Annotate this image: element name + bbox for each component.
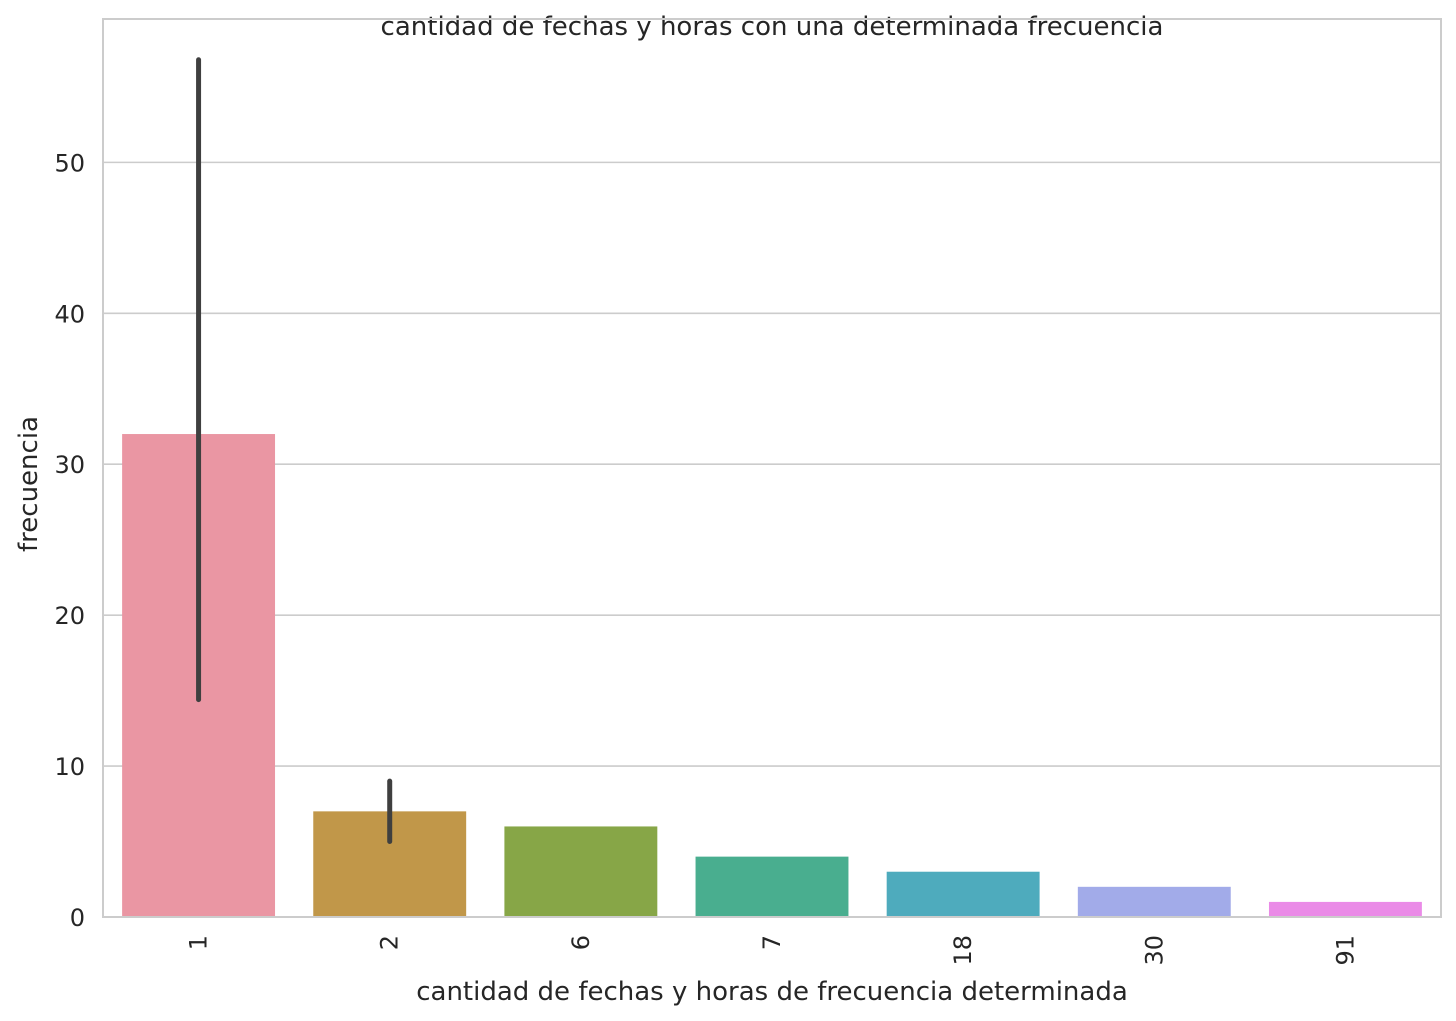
x-axis-label: cantidad de fechas y horas de frecuencia… [416, 977, 1128, 1007]
y-axis-label: frecuencia [14, 416, 44, 552]
bar-30 [1077, 886, 1231, 917]
bar-6 [504, 826, 658, 917]
plot-frame [102, 18, 1442, 918]
y-tick-label-10: 10 [54, 753, 85, 781]
grid-lines [103, 161, 1441, 767]
x-tick-label-2: 2 [376, 935, 404, 950]
y-tick-label-40: 40 [54, 300, 85, 328]
y-tick-label-30: 30 [54, 451, 85, 479]
error-bars [196, 57, 393, 845]
bar-7 [695, 856, 849, 917]
x-tick-label-18: 18 [949, 935, 977, 966]
y-tick-label-50: 50 [54, 149, 85, 177]
x-tick-label-30: 30 [1140, 935, 1168, 966]
x-tick-label-1: 1 [185, 935, 213, 950]
x-tick-label-6: 6 [567, 935, 595, 950]
bar-91 [1268, 901, 1422, 917]
y-axis-ticks: 0 10 20 30 40 50 [54, 149, 85, 932]
chart-title: cantidad de fechas y horas con una deter… [381, 12, 1164, 42]
bar-18 [886, 871, 1040, 917]
x-axis-ticks: 1 2 6 7 18 30 91 [185, 935, 1360, 966]
y-tick-label-20: 20 [54, 602, 85, 630]
bars [122, 434, 1422, 917]
y-tick-label-0: 0 [70, 904, 85, 932]
x-tick-label-91: 91 [1331, 935, 1359, 966]
x-tick-label-7: 7 [758, 935, 786, 950]
